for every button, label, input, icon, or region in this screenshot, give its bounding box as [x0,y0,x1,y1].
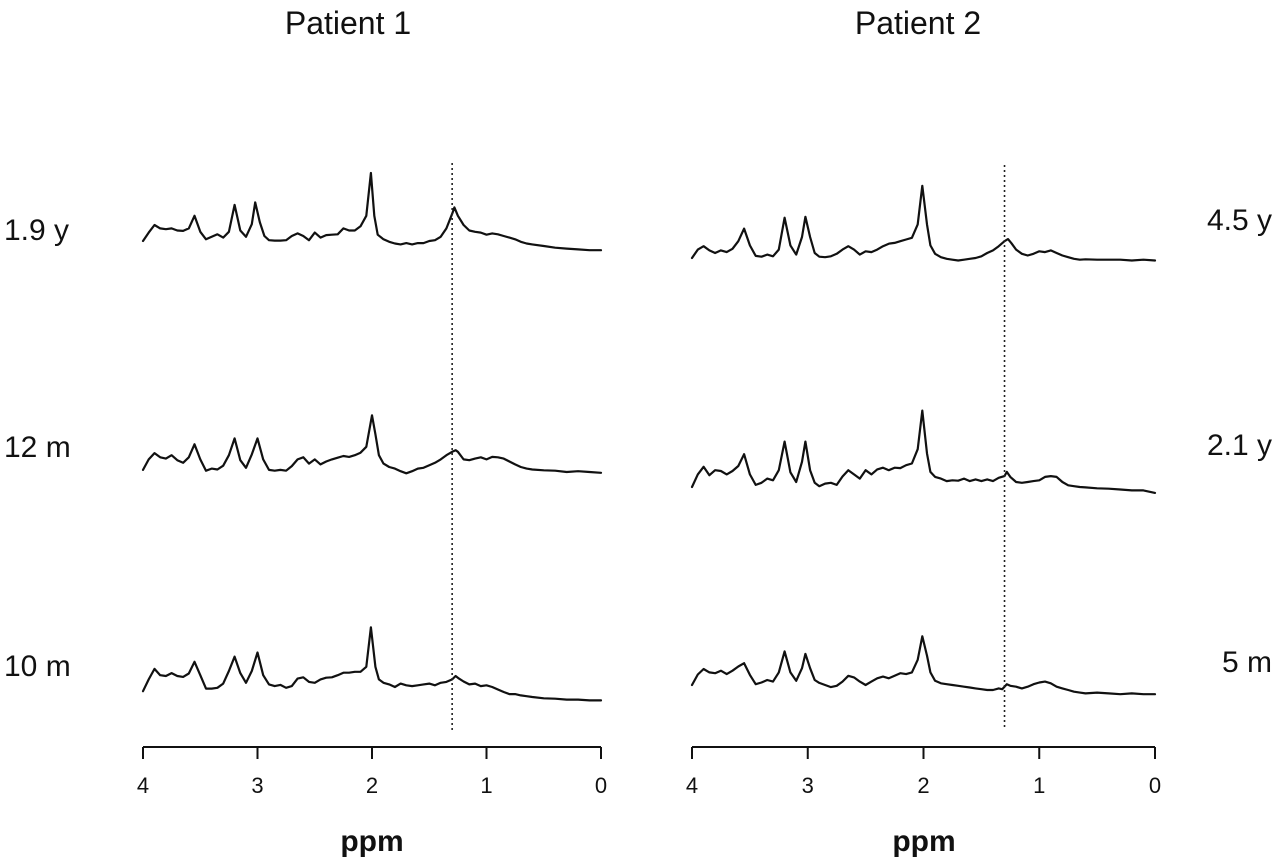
x-axis-title: ppm [892,825,955,858]
x-ticks: 4 3 2 1 0 [686,747,1161,798]
tick-label: 1 [1033,773,1045,798]
age-label: 4.5 y [1207,204,1272,237]
panel-title: Patient 2 [855,5,981,41]
age-label: 10 m [4,650,71,683]
panel-title: Patient 1 [285,5,411,41]
tick-label: 3 [251,773,263,798]
tick-label: 2 [917,773,929,798]
spectrum-line [690,635,1157,696]
age-label: 1.9 y [4,214,69,247]
tick-label: 0 [1149,773,1161,798]
spectrum-line [690,409,1157,494]
tick-label: 4 [137,773,149,798]
tick-label: 3 [802,773,814,798]
x-axis-title: ppm [340,825,403,858]
tick-label: 0 [595,773,607,798]
tick-label: 1 [480,773,492,798]
spectra-group [690,165,1157,728]
x-axis: 4 3 2 1 0 [686,746,1161,798]
age-labels: 4.5 y 2.1 y 5 m [1207,204,1272,679]
spectrum-line [141,171,603,252]
spectra-group [141,163,603,730]
age-label: 5 m [1222,646,1272,679]
panel-patient-2: Patient 2 4.5 y 2.1 y 5 m 4 3 2 1 0 ppm [686,5,1272,858]
age-label: 12 m [4,431,71,464]
panel-patient-1: Patient 1 1.9 y 12 m 10 m 4 3 2 1 0 ppm [4,5,607,858]
age-labels: 1.9 y 12 m 10 m [4,214,71,683]
age-label: 2.1 y [1207,429,1272,462]
tick-label: 4 [686,773,698,798]
x-axis: 4 3 2 1 0 [137,746,607,798]
spectrum-line [141,626,603,702]
spectrum-line [141,414,603,475]
tick-label: 2 [366,773,378,798]
x-ticks: 4 3 2 1 0 [137,747,607,798]
spectrum-line [690,184,1157,262]
